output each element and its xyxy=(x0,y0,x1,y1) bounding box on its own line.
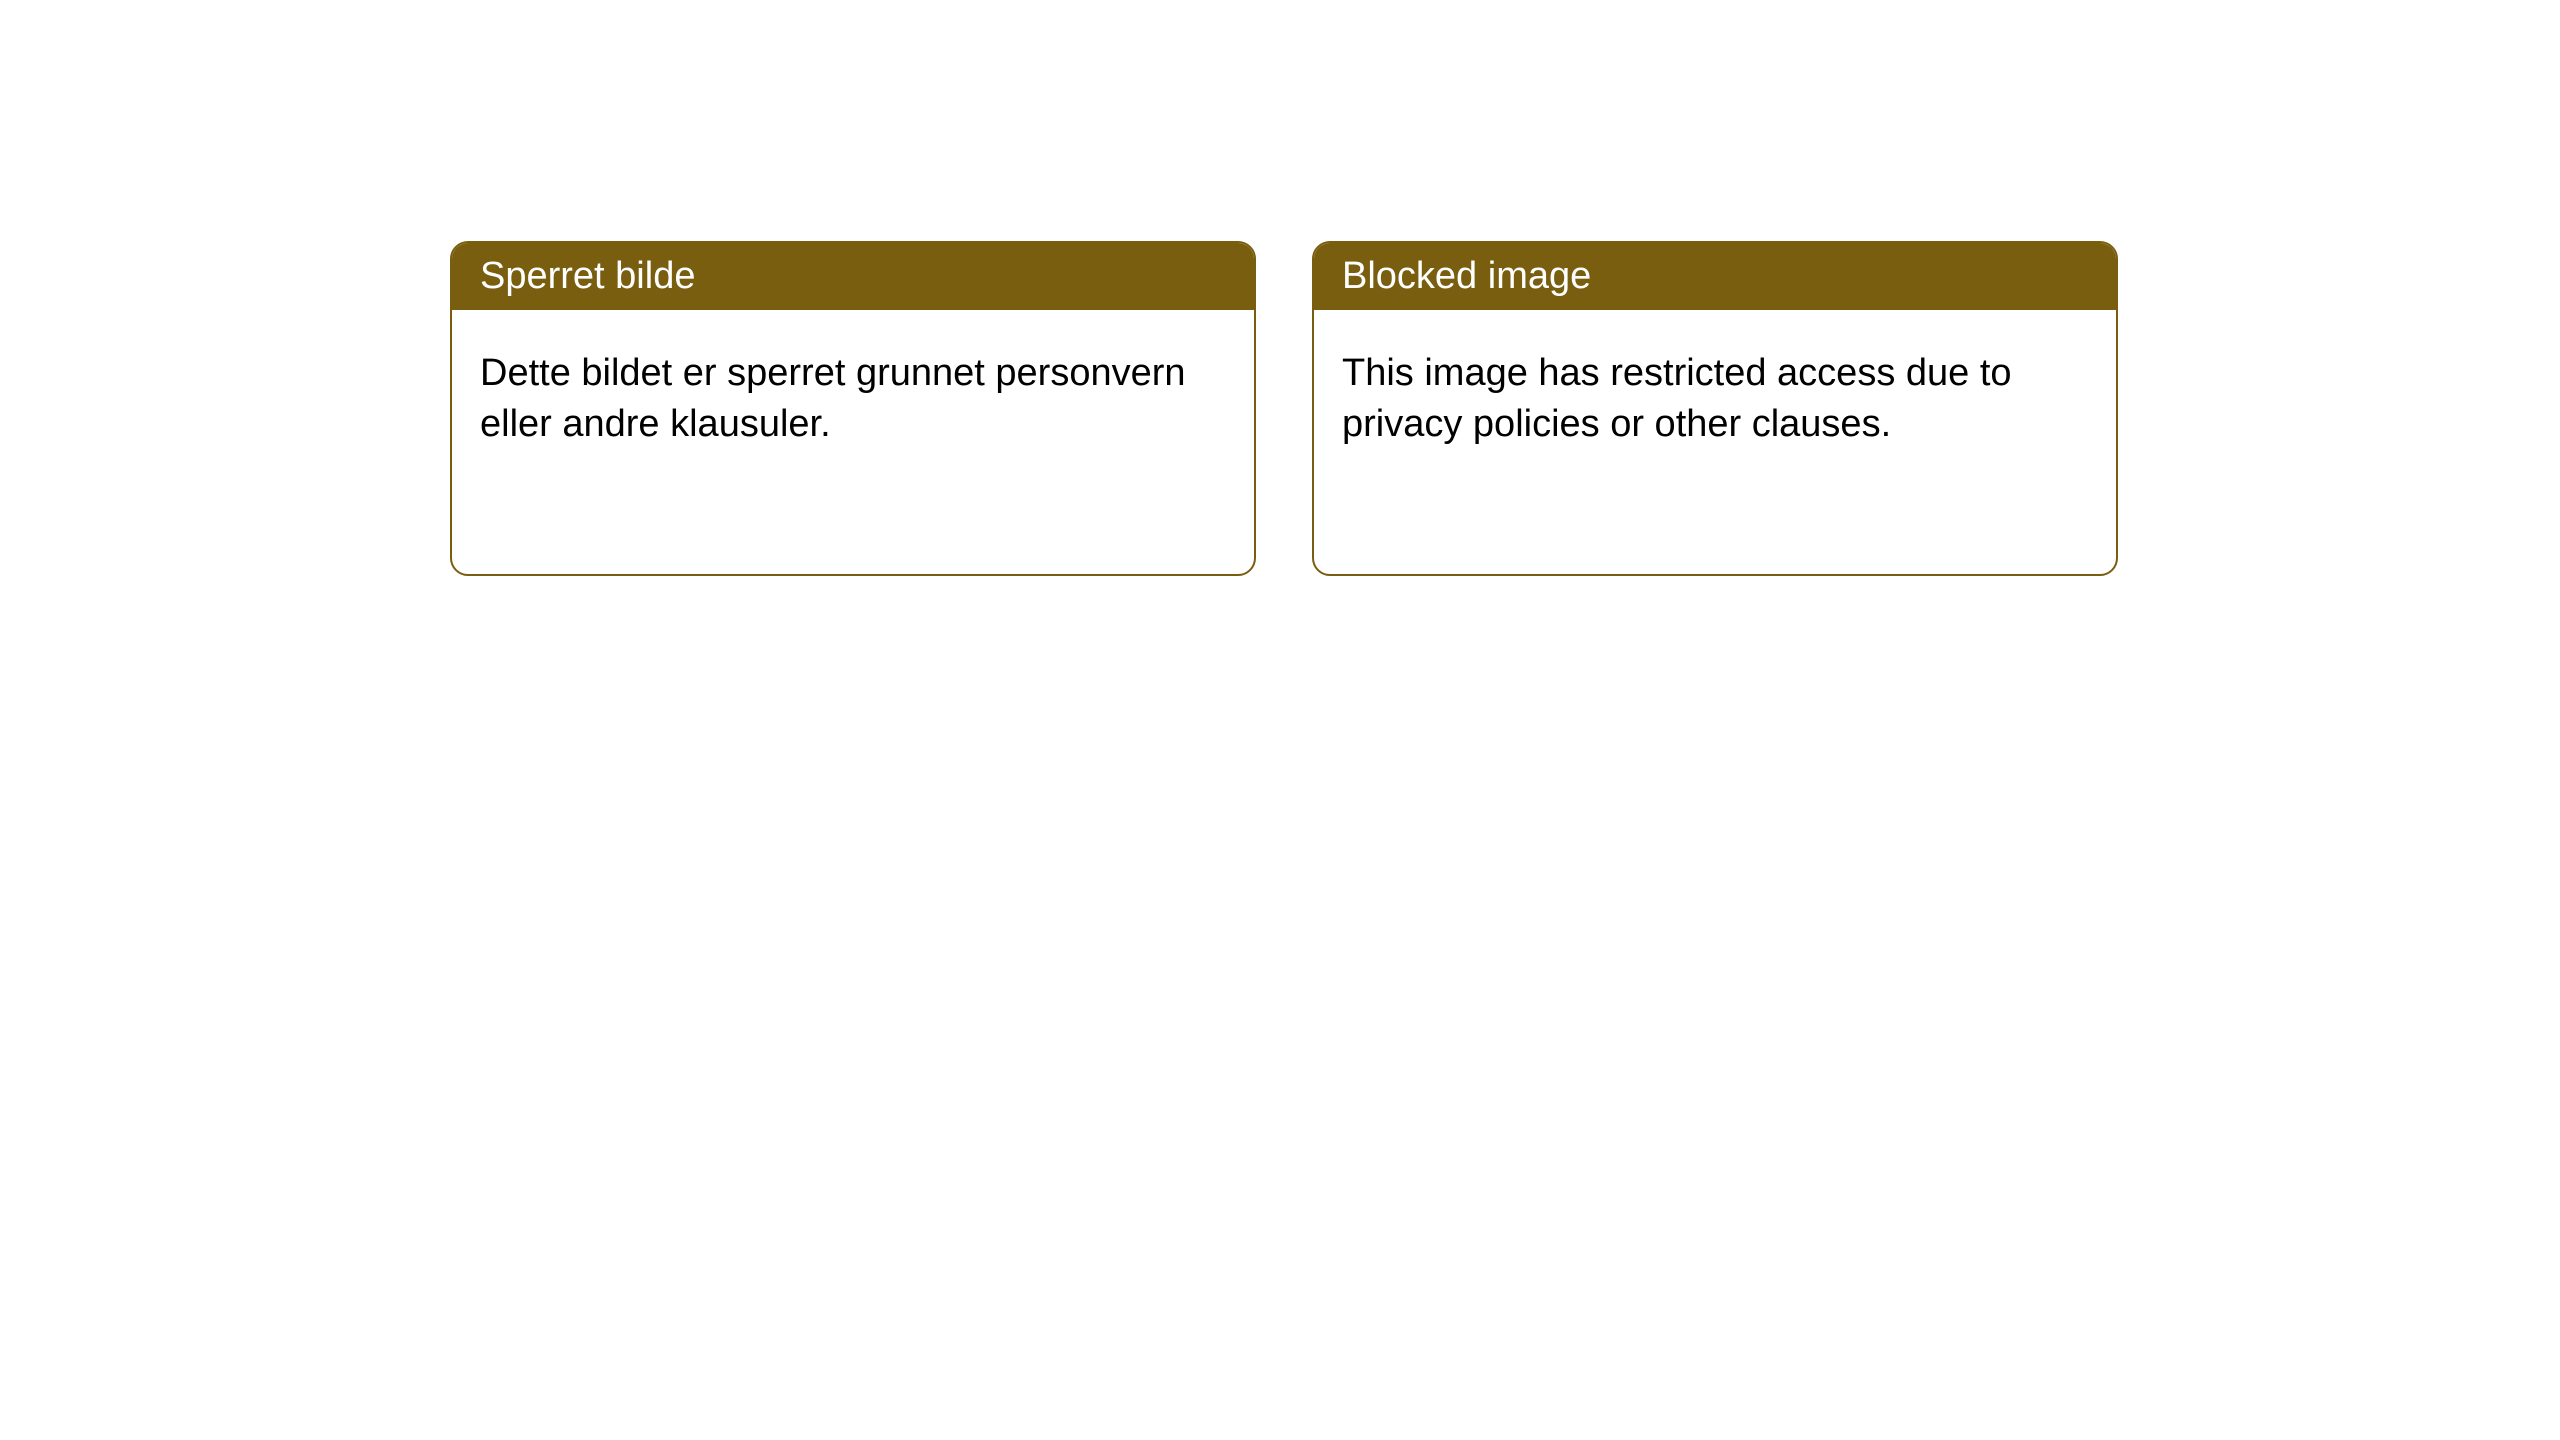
notice-body: This image has restricted access due to … xyxy=(1314,310,2116,489)
notice-card-english: Blocked image This image has restricted … xyxy=(1312,241,2118,576)
notice-container: Sperret bilde Dette bildet er sperret gr… xyxy=(0,0,2560,576)
notice-header: Sperret bilde xyxy=(452,243,1254,310)
notice-body: Dette bildet er sperret grunnet personve… xyxy=(452,310,1254,489)
notice-title: Blocked image xyxy=(1342,255,1591,297)
notice-header: Blocked image xyxy=(1314,243,2116,310)
notice-card-norwegian: Sperret bilde Dette bildet er sperret gr… xyxy=(450,241,1256,576)
notice-text: This image has restricted access due to … xyxy=(1342,352,2012,445)
notice-text: Dette bildet er sperret grunnet personve… xyxy=(480,352,1186,445)
notice-title: Sperret bilde xyxy=(480,255,695,297)
